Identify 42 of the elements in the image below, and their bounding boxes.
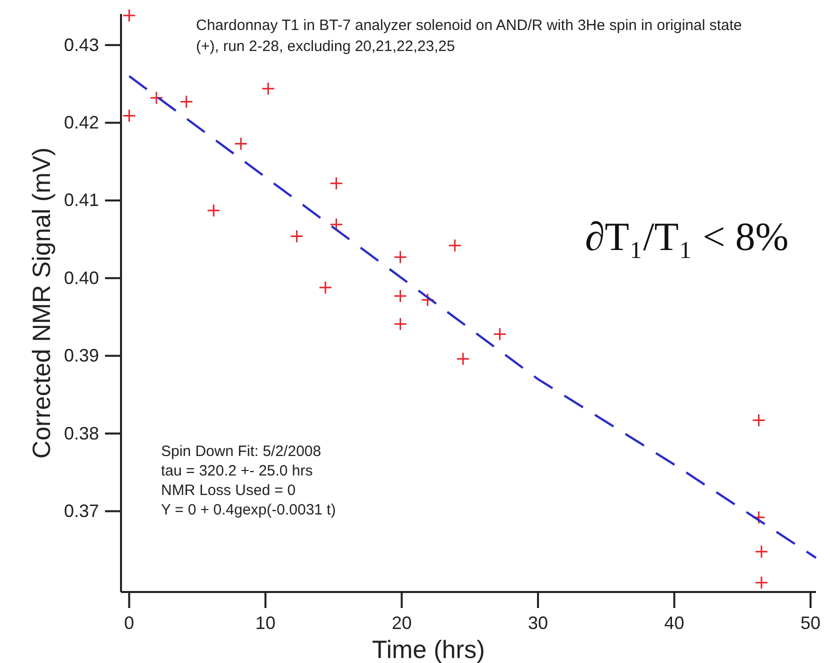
point [754,544,768,558]
point [318,280,332,294]
x-tick-label: 0 [124,612,134,633]
y-tick-label: 0.43 [64,34,99,55]
point [448,238,462,252]
point [420,293,434,307]
annotation: NMR Loss Used = 0 [161,482,296,499]
x-tick-label: 50 [800,612,821,633]
point [456,352,470,366]
y-tick-label: 0.41 [64,190,99,210]
point [754,576,768,590]
point [122,8,136,22]
y-tick-label: 0.40 [64,268,99,288]
point [122,109,136,123]
point [206,204,220,218]
point [493,327,507,341]
point [394,289,408,303]
annotation: ∂T₁/T₁ < 8% [585,214,789,259]
point [150,91,164,105]
point [394,250,408,264]
point [290,229,304,243]
x-tick-label: 10 [255,612,276,633]
annotation: Y = 0 + 0.4gexp(-0.0031 t) [161,502,336,518]
x-tick-label: 20 [392,612,412,633]
annotation: tau = 320.2 +- 25.0 hrs [161,462,313,480]
y-axis-title: Corrected NMR Signal (mV) [28,147,56,459]
point [261,82,275,96]
point [180,95,194,109]
x-axis-title: Time (hrs) [372,636,485,663]
annotation: Spin Down Fit: 5/2/2008 [161,443,322,460]
point [752,414,766,428]
y-tick-label: 0.37 [64,500,99,521]
x-tick-label: 40 [664,612,684,633]
y-tick-label: 0.39 [64,346,99,366]
point [394,317,408,331]
x-tick-label: 30 [528,612,548,633]
y-tick-label: 0.38 [64,423,99,444]
point [234,136,248,150]
y-tick-label: 0.42 [64,112,99,133]
text: Chardonnay T1 in BT-7 analyzer solenoid on AND/R with 3He spin in original state (+), run 2-28, excluding 20,21,22,23,25 [196,17,742,55]
point [330,176,344,190]
line-series [128,75,818,559]
